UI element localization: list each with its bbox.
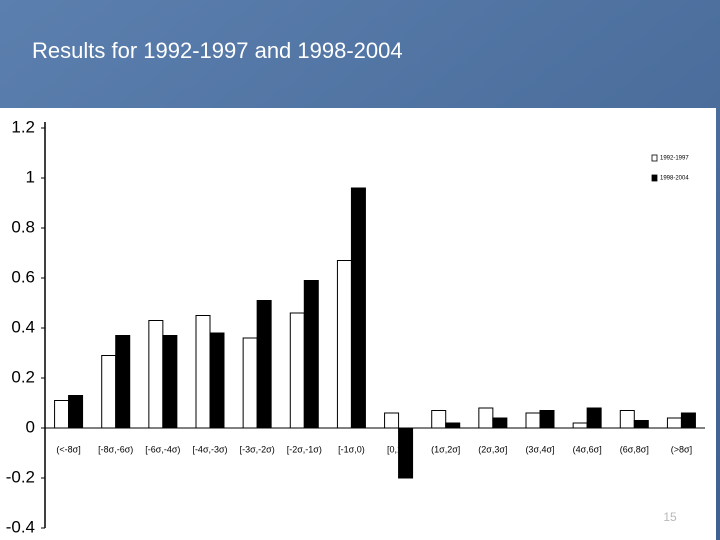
y-tick-label: -0.2 <box>6 467 35 486</box>
bar <box>336 260 352 429</box>
bar <box>54 400 70 429</box>
y-tick-label: 0.6 <box>11 267 35 286</box>
x-tick-label: (>8σ] <box>671 444 692 454</box>
x-tick-label: [-8σ,-6σ) <box>98 444 133 454</box>
y-tick-label: 0.8 <box>11 217 35 236</box>
bar <box>68 395 84 429</box>
bar <box>633 420 649 429</box>
x-tick-label: (6σ,8σ] <box>620 444 649 454</box>
bar <box>384 412 400 429</box>
x-tick-label: (<-8σ] <box>56 444 80 454</box>
y-tick-label: 0.4 <box>11 317 35 336</box>
y-tick-label: 1.2 <box>11 117 35 136</box>
x-tick-label: [-6σ,-4σ) <box>145 444 180 454</box>
bar <box>242 337 258 429</box>
legend-swatch <box>651 174 658 182</box>
bar <box>350 187 366 429</box>
y-tick-label: 0.2 <box>11 367 35 386</box>
y-tick-label: 1 <box>26 167 35 186</box>
legend-swatch <box>651 154 658 162</box>
y-tick-label: 0 <box>26 417 35 436</box>
bar <box>148 320 164 429</box>
x-tick-label: (4σ,6σ] <box>573 444 602 454</box>
bar <box>101 355 117 429</box>
bar <box>525 412 541 429</box>
bar <box>256 300 272 429</box>
bar <box>115 335 131 429</box>
bar <box>680 412 696 429</box>
x-tick-label: [-1σ,0) <box>338 444 365 454</box>
x-tick-label: [-2σ,-1σ) <box>287 444 322 454</box>
bar <box>398 427 414 479</box>
legend-label: 1998-2004 <box>660 176 689 182</box>
bar <box>303 280 319 429</box>
bar <box>195 315 211 429</box>
x-tick-label: (1σ,2σ] <box>431 444 460 454</box>
y-tick-label: -0.4 <box>6 517 35 536</box>
x-tick-label: [-3σ,-2σ) <box>240 444 275 454</box>
bar <box>619 410 635 429</box>
legend-label: 1992-1997 <box>660 156 689 162</box>
bar <box>289 312 305 429</box>
bar <box>572 422 588 429</box>
x-tick-label: (2σ,3σ] <box>478 444 507 454</box>
page-number: 15 <box>663 510 677 524</box>
bar <box>666 417 682 429</box>
x-tick-label: (3σ,4σ] <box>525 444 554 454</box>
bar <box>492 417 508 429</box>
bar <box>209 332 225 429</box>
bar <box>478 407 494 429</box>
bar <box>539 410 555 429</box>
bar <box>162 335 178 429</box>
bar <box>586 407 602 429</box>
slide-title: Results for 1992-1997 and 1998-2004 <box>32 38 403 63</box>
bar <box>431 410 447 429</box>
bar <box>445 422 461 429</box>
x-tick-label: [-4σ,-3σ) <box>192 444 227 454</box>
